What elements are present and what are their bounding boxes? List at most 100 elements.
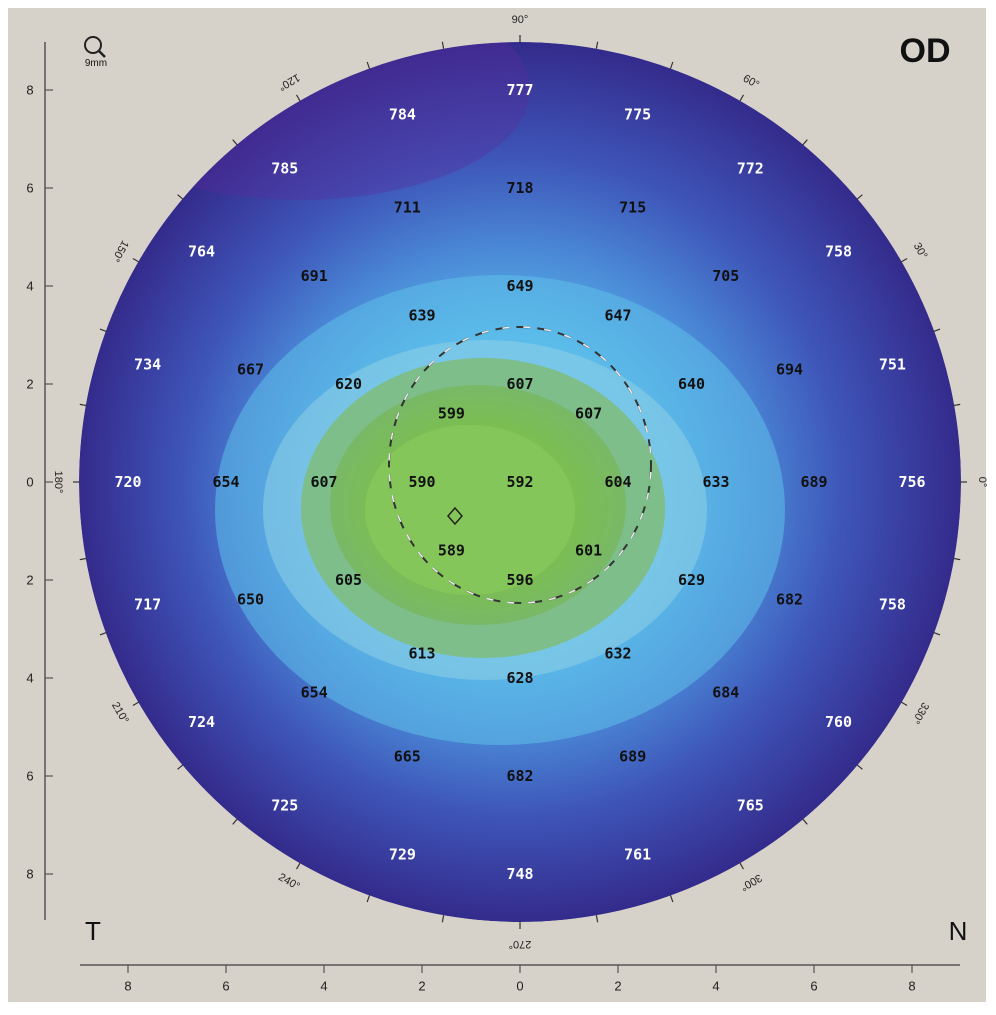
x-tick-label: 2 (614, 979, 621, 994)
angle-tick (132, 701, 140, 707)
angle-tick (441, 41, 445, 49)
zoom-indicator[interactable]: 9mm (84, 36, 107, 69)
thickness-value: 785 (271, 159, 298, 177)
angle-tick (99, 631, 107, 636)
thickness-value: 724 (188, 713, 215, 731)
x-tick-label: 8 (908, 979, 915, 994)
value-labels-layer: 777 784 775 785 772 718 711 715 764 758 691 705 649 6… (114, 81, 925, 883)
thickness-value: 689 (800, 473, 827, 491)
thickness-value: 756 (898, 473, 925, 491)
thickness-value: 718 (506, 179, 533, 197)
thickness-value: 691 (301, 267, 328, 285)
angle-tick (441, 915, 445, 923)
temporal-label: T (85, 916, 101, 946)
angle-tick (366, 895, 371, 903)
nasal-label: N (949, 916, 968, 946)
angle-tick (953, 557, 961, 561)
thickness-value: 717 (134, 596, 161, 614)
thickness-value: 711 (394, 199, 421, 217)
thickness-value: 720 (114, 473, 141, 491)
zoom-label: 9mm (85, 58, 107, 69)
angle-tick (295, 94, 301, 102)
eye-label: OD (900, 32, 951, 70)
angle-tick (177, 194, 184, 200)
angle-tick (933, 631, 941, 636)
thickness-map-disc (79, 42, 961, 922)
angle-tick (177, 764, 184, 770)
thickness-value: 607 (310, 473, 337, 491)
thickness-value: 607 (506, 375, 533, 393)
x-tick-label: 6 (222, 979, 229, 994)
thickness-value: 640 (678, 375, 705, 393)
thickness-value: 729 (389, 845, 416, 863)
x-tick-label: 0 (516, 979, 523, 994)
thickness-value: 633 (702, 473, 729, 491)
thickness-value: 784 (389, 106, 416, 124)
thickness-value: 632 (604, 645, 631, 663)
x-tick-label: 2 (418, 979, 425, 994)
thickness-value: 694 (776, 360, 803, 378)
thickness-value: 760 (825, 713, 852, 731)
thickness-value: 715 (619, 199, 646, 217)
y-tick-label: 6 (26, 769, 33, 784)
thickness-value: 748 (506, 865, 533, 883)
thickness-value: 601 (575, 542, 602, 560)
thickness-value: 654 (212, 473, 239, 491)
thickness-value: 765 (737, 796, 764, 814)
thickness-value: 647 (604, 306, 631, 324)
thickness-value: 590 (408, 473, 435, 491)
thickness-value: 628 (506, 669, 533, 687)
thickness-value: 650 (237, 591, 264, 609)
thickness-value: 761 (624, 845, 651, 863)
y-tick-label: 8 (26, 867, 33, 882)
thickness-value: 777 (506, 81, 533, 99)
angle-label: 0° (976, 477, 988, 488)
angle-tick (669, 61, 674, 69)
x-tick-label: 4 (320, 979, 327, 994)
thickness-value: 751 (879, 355, 906, 373)
x-tick-label: 6 (810, 979, 817, 994)
angle-tick (595, 915, 599, 923)
thickness-value: 629 (678, 571, 705, 589)
y-tick-label: 0 (26, 475, 33, 490)
angle-tick (739, 862, 745, 870)
thickness-value: 734 (134, 355, 161, 373)
y-tick-label: 4 (26, 671, 33, 686)
thickness-value: 592 (506, 473, 533, 491)
angle-tick (802, 139, 808, 146)
axes-layer: 8 6 4 2 0 2 4 6 8 8 6 4 2 0 2 4 6 8 (26, 42, 960, 994)
thickness-value: 725 (271, 796, 298, 814)
thickness-value: 604 (604, 473, 631, 491)
y-tick-label: 6 (26, 181, 33, 196)
thinnest-point-marker (447, 506, 463, 526)
thickness-value: 620 (335, 375, 362, 393)
pupil-outline-dark (388, 326, 652, 604)
thickness-value: 684 (712, 684, 739, 702)
y-tick-label: 8 (26, 83, 33, 98)
thickness-value: 705 (712, 267, 739, 285)
thickness-value: 605 (335, 571, 362, 589)
magnifier-icon (84, 36, 106, 58)
angle-tick (900, 257, 908, 263)
angle-tick (856, 764, 863, 770)
angle-tick (79, 557, 87, 561)
angle-tick (900, 701, 908, 707)
angle-tick (933, 328, 941, 333)
thickness-value: 613 (408, 645, 435, 663)
angle-tick (953, 403, 961, 407)
thickness-value: 599 (438, 404, 465, 422)
angle-tick (802, 818, 808, 825)
x-tick-label: 8 (124, 979, 131, 994)
thickness-value: 596 (506, 571, 533, 589)
thickness-value: 649 (506, 277, 533, 295)
angle-tick (79, 403, 87, 407)
angle-label: 90° (512, 14, 529, 26)
thickness-value: 772 (737, 159, 764, 177)
thickness-value: 682 (776, 591, 803, 609)
green-core-zone (365, 425, 575, 595)
thickness-value: 758 (825, 243, 852, 261)
angle-tick (366, 61, 371, 69)
angle-tick (132, 257, 140, 263)
thickness-value: 775 (624, 106, 651, 124)
